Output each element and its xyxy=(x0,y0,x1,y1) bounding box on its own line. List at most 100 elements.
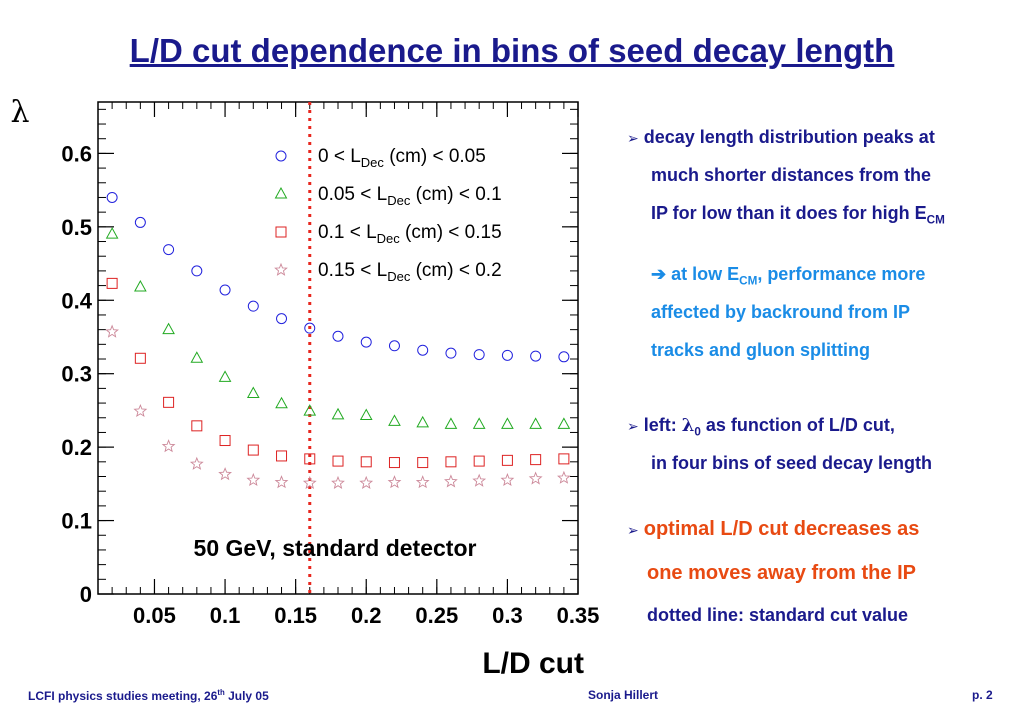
data-point-series-1 xyxy=(304,322,316,334)
data-point-series-3 xyxy=(219,435,231,447)
data-point-series-1 xyxy=(501,349,513,361)
x-tick-label: 0.25 xyxy=(415,603,458,628)
x-tick-label: 0.2 xyxy=(351,603,382,628)
y-tick-label: 0.3 xyxy=(61,362,92,387)
chart-annotation: 50 GeV, standard detector xyxy=(194,535,477,561)
data-point-series-4 xyxy=(359,475,374,490)
data-point-series-4 xyxy=(161,439,176,453)
data-point-series-2 xyxy=(501,417,514,429)
data-point-series-3 xyxy=(558,453,570,465)
data-point-series-3 xyxy=(106,277,118,289)
data-point-series-3 xyxy=(417,457,429,469)
footer-meeting: LCFI physics studies meeting, 26th July … xyxy=(28,688,269,703)
legend-label-4: 0.15 < LDec (cm) < 0.2 xyxy=(318,260,502,284)
data-point-series-2 xyxy=(529,417,542,429)
x-tick-label: 0.3 xyxy=(492,603,523,628)
bullet-3-line-2: one moves away from the IP xyxy=(647,562,916,584)
data-point-series-4 xyxy=(302,475,317,490)
y-tick-label: 0.1 xyxy=(61,509,92,534)
data-point-series-2 xyxy=(388,414,401,426)
bullet-2: ➢ left: λ0 as function of L/D cut, xyxy=(627,415,895,439)
data-point-series-1 xyxy=(558,351,570,363)
data-point-series-2 xyxy=(557,417,571,429)
data-point-series-3 xyxy=(530,454,542,466)
data-point-series-1 xyxy=(191,265,203,277)
y-tick-label: 0.4 xyxy=(61,288,92,313)
data-point-series-3 xyxy=(332,455,344,467)
data-point-series-4 xyxy=(528,471,543,485)
data-point-series-2 xyxy=(105,227,119,239)
sub-point-line-2: affected by backround from IP xyxy=(651,302,911,322)
data-point-series-4 xyxy=(189,456,204,470)
data-point-series-4 xyxy=(274,475,289,489)
sub-point: ➔ at low ECM, performance more xyxy=(651,264,926,288)
data-point-series-4 xyxy=(415,475,430,489)
bullet-1-line-2: much shorter distances from the xyxy=(651,165,932,185)
data-point-series-2 xyxy=(444,417,458,429)
data-point-series-4 xyxy=(557,470,571,484)
data-point-series-1 xyxy=(163,244,175,256)
bullet-arrow-icon: ➢ xyxy=(627,419,639,435)
x-tick-label: 0.15 xyxy=(274,603,317,628)
bullet-3-line-3: dotted line: standard cut value xyxy=(647,605,909,625)
data-point-series-4 xyxy=(133,404,148,417)
data-point-series-1 xyxy=(276,313,288,325)
legend-marker-3 xyxy=(275,226,287,238)
legend-label-3: 0.1 < LDec (cm) < 0.15 xyxy=(318,222,502,246)
data-point-series-1 xyxy=(417,344,429,356)
x-tick-label: 0.05 xyxy=(133,603,176,628)
data-point-series-4 xyxy=(472,473,487,487)
data-point-series-1 xyxy=(134,216,146,228)
data-point-series-1 xyxy=(388,340,400,352)
data-point-series-2 xyxy=(472,417,486,429)
data-point-series-4 xyxy=(105,324,119,338)
x-axis-label: L/D cut xyxy=(482,647,584,680)
data-point-series-3 xyxy=(163,396,175,408)
bullet-2-line-2: in four bins of seed decay length xyxy=(651,453,933,473)
data-point-series-4 xyxy=(218,467,232,481)
data-point-series-3 xyxy=(276,450,288,462)
bullet-arrow-icon: ➢ xyxy=(627,131,639,147)
data-point-series-1 xyxy=(473,349,485,361)
data-point-series-3 xyxy=(360,456,372,468)
data-point-series-3 xyxy=(501,454,513,466)
bullet-1-line-3: IP for low than it does for high ECM xyxy=(651,203,945,227)
data-point-series-1 xyxy=(219,284,231,296)
data-point-series-2 xyxy=(190,351,204,363)
x-tick-label: 0.35 xyxy=(557,603,600,628)
legend-marker-1 xyxy=(275,150,287,162)
bullet-1-line-1: decay length distribution peaks at xyxy=(643,127,935,147)
data-point-series-3 xyxy=(247,444,259,456)
data-point-series-3 xyxy=(191,420,203,432)
data-point-series-1 xyxy=(360,336,372,348)
legend-marker-2 xyxy=(274,186,288,199)
data-point-series-2 xyxy=(218,370,232,382)
page-title: L/D cut dependence in bins of seed decay… xyxy=(129,32,895,69)
data-point-series-2 xyxy=(246,386,260,399)
footer-author: Sonja Hillert xyxy=(588,688,659,702)
data-point-series-2 xyxy=(134,280,147,292)
sub-point-line-3: tracks and gluon splitting xyxy=(651,340,871,360)
data-point-series-1 xyxy=(106,191,118,203)
legend-marker-4 xyxy=(274,262,288,276)
bullet-arrow-icon: ➢ xyxy=(627,523,639,539)
data-point-series-1 xyxy=(247,300,259,312)
data-point-series-3 xyxy=(473,455,485,467)
data-point-series-3 xyxy=(445,456,457,468)
legend-label-2: 0.05 < LDec (cm) < 0.1 xyxy=(318,184,502,208)
y-tick-label: 0.5 xyxy=(61,215,92,240)
data-point-series-4 xyxy=(246,472,261,486)
data-point-series-3 xyxy=(304,453,316,465)
bullet-1: ➢ decay length distribution peaks at xyxy=(627,118,935,158)
data-point-series-2 xyxy=(416,415,430,428)
plot-frame xyxy=(97,101,579,595)
y-tick-label: 0.6 xyxy=(61,141,92,166)
data-point-series-4 xyxy=(387,475,402,489)
data-point-series-2 xyxy=(359,408,373,421)
data-point-series-1 xyxy=(530,350,542,362)
data-point-series-1 xyxy=(332,330,344,342)
data-point-series-2 xyxy=(275,396,288,409)
data-point-series-2 xyxy=(162,322,175,335)
y-tick-label: 0 xyxy=(80,582,92,607)
